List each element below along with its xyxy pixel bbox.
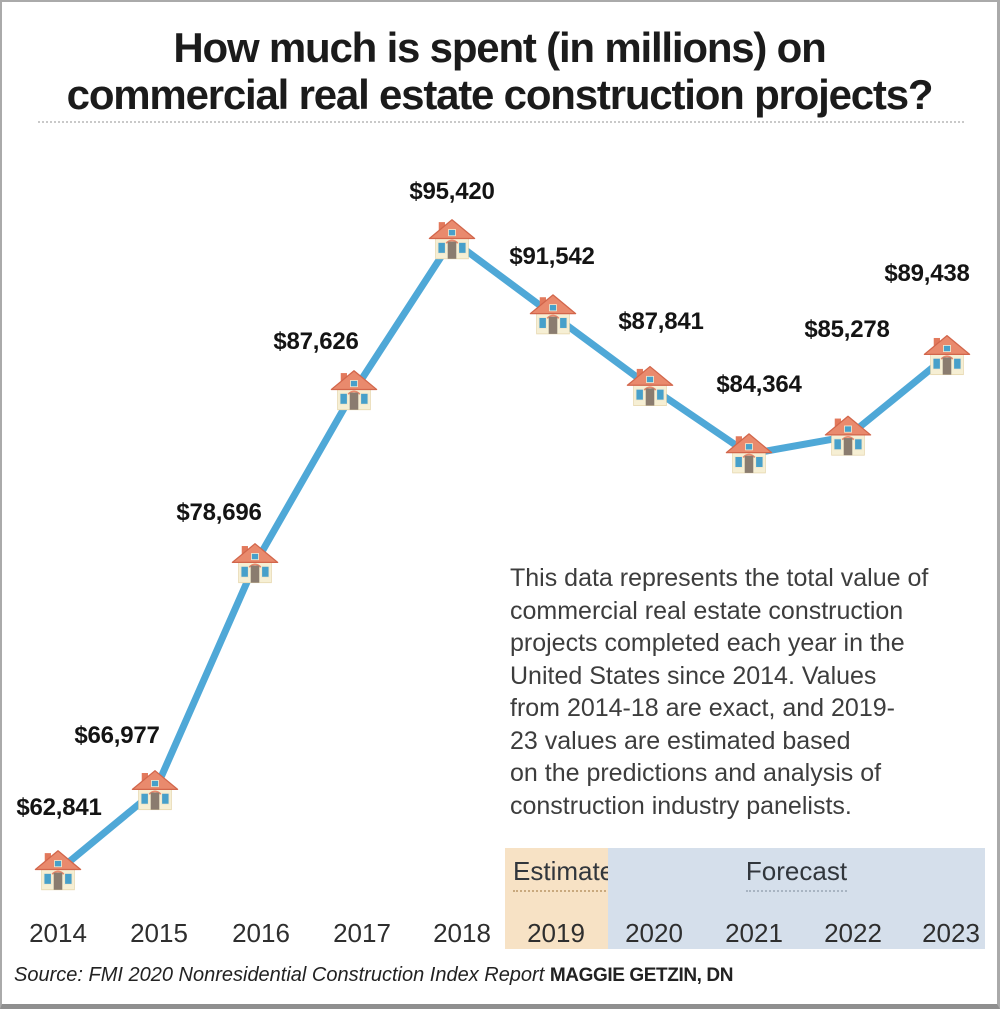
chart-title-line1: How much is spent (in millions) on xyxy=(173,24,826,71)
source-line: Source: FMI 2020 Nonresidential Construc… xyxy=(14,964,733,987)
year-label: 2018 xyxy=(433,918,491,948)
year-label: 2014 xyxy=(29,918,87,948)
value-label: $91,542 xyxy=(509,243,595,271)
chart-title-line2: commercial real estate construction proj… xyxy=(66,71,934,119)
trend-line xyxy=(54,236,951,875)
year-label: 2019 xyxy=(527,918,585,948)
value-label: $95,420 xyxy=(409,178,495,205)
value-label: $66,977 xyxy=(74,721,160,749)
source-text: Source: FMI 2020 Nonresidential Construc… xyxy=(14,964,545,986)
house-icon xyxy=(923,334,971,376)
value-label: $78,696 xyxy=(176,498,262,526)
value-label: $87,626 xyxy=(273,327,359,355)
year-label: 2016 xyxy=(232,918,290,948)
year-label: 2022 xyxy=(824,918,882,948)
house-icon xyxy=(428,218,476,260)
year-label: 2020 xyxy=(625,918,683,948)
value-label: $89,438 xyxy=(884,259,970,287)
value-label: $84,364 xyxy=(716,371,802,399)
year-label: 2021 xyxy=(725,918,783,948)
estimate-label-wrap: Estimate xyxy=(505,856,615,892)
forecast-band: Forecast xyxy=(608,848,985,949)
chart-description: This data represents the total value of … xyxy=(510,564,929,820)
year-label: 2015 xyxy=(130,918,188,948)
value-label: $85,278 xyxy=(804,316,890,344)
credit-text: MAGGIE GETZIN, DN xyxy=(549,965,734,986)
chart-title: How much is spent (in millions) on comme… xyxy=(2,24,997,118)
dotted-divider xyxy=(38,121,964,123)
estimate-band: Estimate xyxy=(505,848,615,949)
house-icon xyxy=(330,369,378,411)
forecast-label-wrap: Forecast xyxy=(608,856,985,892)
house-icon xyxy=(231,542,279,584)
value-label: $62,841 xyxy=(16,794,102,821)
house-icon xyxy=(131,769,179,811)
value-label: $87,841 xyxy=(618,307,704,335)
year-label: 2023 xyxy=(922,918,980,948)
forecast-label: Forecast xyxy=(745,856,848,892)
year-label: 2017 xyxy=(333,918,391,948)
estimate-label: Estimate xyxy=(513,856,615,892)
